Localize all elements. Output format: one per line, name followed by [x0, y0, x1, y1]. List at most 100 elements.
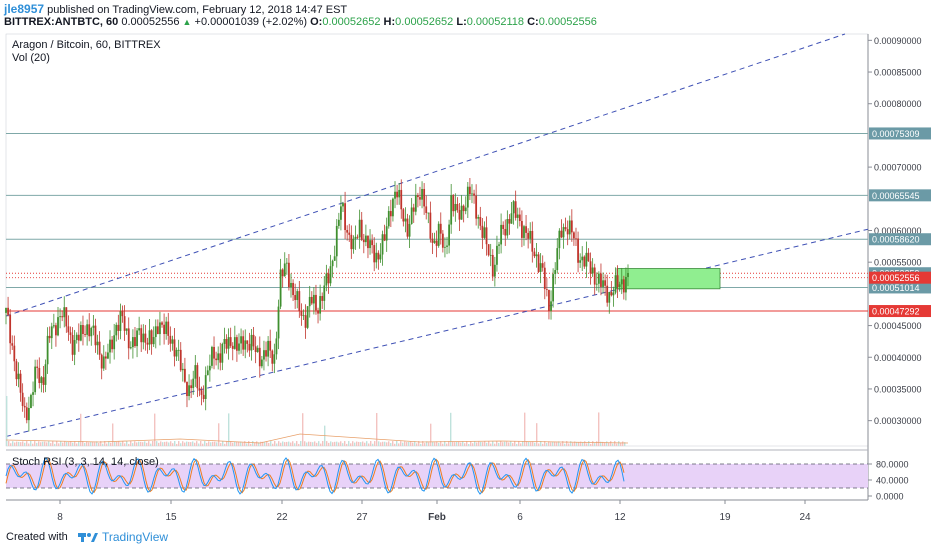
volume-bar: [528, 441, 530, 446]
candle-body: [300, 311, 303, 316]
candle-body: [331, 260, 334, 267]
volume-bar: [582, 442, 584, 446]
candle-body: [312, 294, 315, 304]
volume-bar: [202, 443, 204, 446]
candle-body: [123, 316, 126, 331]
candle-body: [373, 245, 376, 263]
volume-bar: [440, 441, 442, 446]
candle-body: [273, 354, 276, 364]
candle-body: [200, 390, 203, 395]
candle-body: [138, 328, 141, 331]
candle-body: [389, 211, 392, 217]
rsi-tick-label: 80.0000: [876, 460, 909, 470]
volume-bar: [336, 441, 338, 446]
level-label: 0.00051014: [872, 283, 920, 293]
volume-bar: [52, 441, 54, 446]
volume-bar: [328, 442, 330, 446]
volume-bar: [96, 441, 98, 446]
volume-bar: [346, 443, 348, 446]
candle-body: [367, 235, 369, 249]
volume-bar: [120, 442, 122, 446]
candle-body: [340, 206, 342, 220]
volume-bar: [374, 441, 376, 446]
candle-body: [325, 273, 328, 286]
candle-body: [96, 341, 99, 346]
volume-bar: [118, 441, 120, 446]
candle-body: [383, 234, 386, 241]
volume-bar: [74, 441, 76, 446]
volume-bar: [110, 442, 112, 446]
author-link[interactable]: jle8957: [4, 2, 45, 16]
volume-bar: [580, 441, 582, 446]
candle-body: [77, 334, 80, 341]
candle-body: [602, 280, 604, 287]
volume-bar: [218, 423, 220, 446]
volume-bar: [318, 441, 320, 446]
candle-body: [27, 408, 30, 421]
volume-bar: [504, 441, 506, 446]
volume-bar: [548, 441, 550, 446]
volume-bar: [12, 441, 14, 446]
rsi-tick-label: 0.0000: [876, 492, 904, 502]
candle-body: [219, 353, 222, 363]
candle-body: [269, 340, 272, 351]
candle-body: [236, 337, 238, 351]
candle-body: [491, 254, 494, 277]
volume-bar: [84, 443, 86, 446]
candle-body: [21, 392, 24, 406]
candle-body: [131, 337, 134, 348]
level-label-box: [869, 127, 931, 140]
volume-bar: [18, 441, 20, 446]
volume-bar: [194, 442, 196, 446]
rsi-d-line: [5, 458, 625, 494]
volume-bar: [334, 441, 336, 446]
candle-body: [535, 254, 538, 257]
volume-bar: [368, 443, 370, 446]
volume-bar: [134, 441, 136, 446]
volume-bar: [248, 441, 250, 446]
candle-body: [285, 262, 288, 264]
volume-bar: [316, 442, 318, 446]
candle-body: [450, 195, 453, 225]
volume-bar: [530, 442, 532, 446]
upper-trend-line: [5, 33, 846, 317]
volume-bar: [438, 442, 440, 446]
candle-body: [188, 385, 190, 397]
y-tick-label: 0.00070000: [874, 163, 922, 173]
volume-bar: [210, 442, 212, 446]
volume-bar: [404, 441, 406, 446]
volume-bar: [280, 442, 282, 446]
candle-body: [575, 238, 577, 240]
candle-body: [589, 261, 592, 274]
rsi-band: [6, 464, 868, 488]
candle-body: [458, 210, 461, 220]
candle-body: [146, 342, 149, 345]
chart-header: jle8957 published on TradingView.com, Fe…: [0, 0, 932, 30]
level-label: 0.00065545: [872, 191, 920, 201]
volume-bar: [200, 441, 202, 446]
candle-body: [61, 316, 64, 318]
volume-bar: [590, 443, 592, 446]
volume-bar: [516, 443, 518, 446]
volume-bar: [36, 442, 38, 446]
candle-body: [240, 336, 242, 344]
volume-bar: [454, 442, 456, 446]
candle-body: [333, 256, 336, 261]
candle-body: [562, 227, 565, 238]
volume-bar: [168, 442, 170, 446]
volume-bar: [246, 443, 248, 446]
volume-bar: [414, 441, 416, 446]
volume-bar: [180, 443, 182, 446]
candle-body: [159, 322, 161, 335]
volume-bar: [398, 443, 400, 446]
candle-body: [483, 227, 486, 238]
candle-body: [352, 238, 355, 250]
tradingview-brand-link[interactable]: TradingView: [102, 530, 169, 544]
y-tick-label: 0.00030000: [874, 416, 922, 426]
volume-bar: [138, 441, 140, 446]
candle-body: [242, 336, 245, 350]
volume-bar: [552, 441, 554, 446]
volume-bar: [322, 441, 324, 446]
candle-body: [360, 219, 363, 240]
